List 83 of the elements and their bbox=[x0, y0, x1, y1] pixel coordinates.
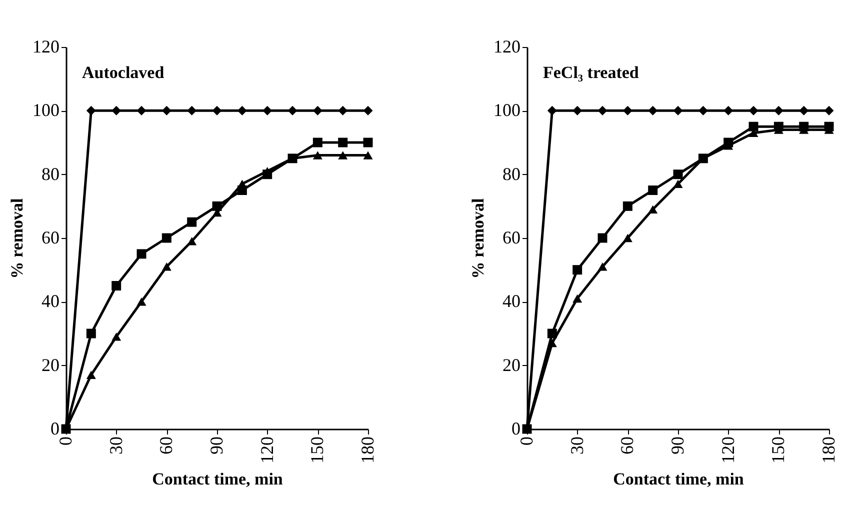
y-tick-label: 60 bbox=[42, 228, 60, 248]
point bbox=[312, 151, 322, 160]
y-tick-label: 80 bbox=[502, 164, 520, 184]
point bbox=[112, 106, 122, 116]
point bbox=[673, 180, 683, 188]
y-tick-label: 40 bbox=[502, 291, 520, 312]
point bbox=[86, 328, 96, 338]
point bbox=[363, 106, 373, 116]
point bbox=[312, 138, 322, 148]
point bbox=[162, 106, 172, 116]
x-tick-label: 30 bbox=[566, 436, 587, 454]
x-tick-label: 180 bbox=[358, 436, 378, 464]
point bbox=[162, 233, 172, 243]
y-tick-label: 120 bbox=[32, 36, 60, 56]
point bbox=[748, 106, 758, 116]
point bbox=[136, 298, 146, 306]
x-tick-label: 90 bbox=[206, 436, 226, 454]
y-tick-label: 100 bbox=[494, 100, 520, 120]
point bbox=[622, 106, 632, 116]
y-tick-label: 80 bbox=[42, 164, 60, 184]
x-axis-title: Contact time, min bbox=[613, 470, 744, 488]
y-tick-label: 40 bbox=[42, 291, 60, 312]
point bbox=[572, 265, 582, 275]
x-tick-label: 0 bbox=[516, 436, 536, 446]
point bbox=[136, 249, 146, 259]
point bbox=[598, 262, 608, 271]
point bbox=[648, 106, 658, 116]
x-tick-label: 60 bbox=[156, 436, 176, 454]
point bbox=[774, 106, 784, 116]
annotation: FeCl₃ treated bbox=[543, 63, 640, 82]
point bbox=[136, 106, 146, 116]
x-tick-label: 150 bbox=[307, 436, 328, 464]
point bbox=[338, 138, 348, 148]
point bbox=[363, 151, 373, 160]
point bbox=[212, 106, 222, 116]
x-tick-label: 120 bbox=[256, 436, 277, 464]
x-axis-title: Contact time, min bbox=[152, 470, 284, 488]
y-tick-label: 100 bbox=[32, 100, 60, 120]
y-tick-label: 20 bbox=[502, 354, 520, 375]
point bbox=[622, 201, 632, 211]
point bbox=[572, 294, 582, 303]
point bbox=[86, 106, 96, 116]
point bbox=[187, 217, 197, 227]
point bbox=[262, 106, 272, 116]
point bbox=[162, 262, 172, 271]
point bbox=[673, 170, 683, 180]
y-axis-title: % removal bbox=[468, 198, 488, 279]
point bbox=[312, 106, 322, 116]
point bbox=[86, 370, 96, 379]
x-tick-label: 150 bbox=[768, 436, 788, 464]
x-tick-label: 60 bbox=[617, 436, 638, 454]
x-tick-label: 120 bbox=[718, 436, 738, 464]
point bbox=[648, 186, 658, 195]
point bbox=[748, 122, 758, 132]
x-tick-label: 0 bbox=[56, 436, 76, 446]
point bbox=[698, 106, 708, 116]
point bbox=[547, 106, 557, 116]
y-tick-label: 60 bbox=[502, 228, 520, 248]
point bbox=[824, 106, 834, 116]
point bbox=[648, 205, 658, 214]
point bbox=[112, 281, 122, 290]
annotation: Autoclaved bbox=[82, 63, 165, 82]
x-tick-label: 90 bbox=[668, 436, 688, 454]
point bbox=[363, 138, 373, 148]
y-axis-title: % removal bbox=[8, 198, 26, 279]
point bbox=[598, 233, 608, 243]
point bbox=[622, 234, 632, 242]
point bbox=[338, 151, 348, 160]
point bbox=[288, 106, 298, 116]
x-tick-label: 30 bbox=[106, 436, 126, 454]
point bbox=[673, 106, 683, 116]
point bbox=[598, 106, 608, 116]
x-tick-label: 180 bbox=[818, 436, 838, 464]
point bbox=[187, 237, 197, 246]
point bbox=[799, 106, 809, 116]
point bbox=[112, 332, 122, 341]
point bbox=[237, 106, 247, 116]
point bbox=[572, 106, 582, 116]
y-tick-label: 20 bbox=[42, 354, 60, 375]
point bbox=[724, 106, 734, 116]
y-tick-label: 120 bbox=[494, 36, 520, 56]
point bbox=[187, 106, 197, 116]
point bbox=[338, 106, 348, 116]
